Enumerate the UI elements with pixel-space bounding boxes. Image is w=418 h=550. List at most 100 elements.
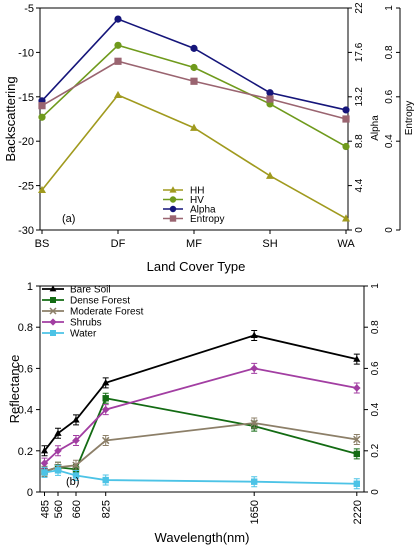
series-hh-point — [190, 123, 198, 131]
series-water-point — [54, 467, 62, 474]
series-water-line — [44, 469, 357, 485]
legend-dense-forest-label: Dense Forest — [70, 296, 130, 307]
series-hh-point — [342, 214, 350, 222]
x-tick-label: 1650 — [249, 500, 261, 524]
series-shrubs-point — [72, 436, 80, 445]
chart-b-x-ticks: 485 560 660 825 1650 2220 — [40, 492, 364, 524]
chart-a-panel-label: (a) — [62, 213, 75, 225]
legend-shrubs-label: Shrubs — [70, 318, 102, 329]
y-tick-label: 0.6 — [18, 363, 33, 375]
series-entropy-point — [266, 95, 274, 103]
series-hv-line — [41, 44, 347, 148]
series-bare-soil-point — [102, 379, 110, 386]
chart-b-left-ticks: 0 0.2 0.4 0.6 0.8 1 — [18, 281, 40, 499]
chart-b-panel-label: (b) — [66, 476, 79, 488]
legend-bare-soil-label: Bare Soil — [70, 285, 111, 296]
x-tick-label: DF — [111, 238, 126, 250]
entropy-tick-label: 0 — [384, 227, 395, 233]
chart-b-series — [40, 329, 361, 490]
series-alpha-point — [190, 44, 198, 52]
alpha-tick-label: 17.6 — [354, 42, 365, 62]
y-tick-label: 0 — [27, 487, 33, 499]
y-tick-label: -30 — [18, 225, 34, 237]
y-tick-label: 0.4 — [18, 405, 33, 417]
series-shrubs-point — [40, 459, 49, 467]
entropy-tick-label: 1 — [384, 5, 395, 11]
series-bare-soil-point — [353, 355, 361, 362]
legend-dense-forest-marker — [50, 297, 56, 303]
right-tick-label: 0.4 — [370, 402, 381, 416]
chart-b: 0 0.2 0.4 0.6 0.8 1 485 560 660 825 1650 2220 0 0.2… — [7, 281, 381, 545]
series-moderate-forest-point — [250, 419, 258, 427]
x-tick-label: 825 — [101, 500, 113, 518]
series-shrubs-point — [250, 364, 258, 373]
legend-alpha-label: Alpha — [190, 205, 216, 216]
chart-a-alpha-label: Alpha — [370, 115, 381, 141]
series-moderate-forest-point — [353, 435, 361, 444]
series-moderate-forest-point — [72, 461, 80, 469]
y-tick-label: -5 — [24, 3, 34, 15]
series-shrubs-line — [43, 367, 357, 464]
series-moderate-forest-point — [101, 436, 110, 445]
alpha-tick-label: 8.8 — [354, 134, 365, 148]
chart-a-y-label: Backscattering — [3, 76, 18, 161]
alpha-tick-label: 22 — [354, 2, 365, 14]
series-hh-point — [38, 185, 46, 194]
right-tick-label: 0 — [370, 489, 381, 495]
x-tick-label: 2220 — [352, 500, 364, 524]
series-dense-forest-point — [353, 450, 360, 458]
alpha-tick-label: 4.4 — [354, 178, 365, 192]
entropy-tick-label: 0.6 — [384, 89, 395, 103]
legend-moderate-forest-marker — [49, 307, 57, 315]
series-bare-soil-point — [250, 331, 258, 339]
x-tick-label: WA — [337, 238, 355, 250]
y-tick-label: 0.2 — [18, 446, 33, 458]
chart-a-left-ticks: -30 -25 -20 -15 -10 -5 — [18, 3, 40, 237]
series-bare-soil-line — [43, 334, 358, 452]
series-bare-soil-point — [72, 416, 80, 423]
series-hv-point — [38, 113, 46, 121]
chart-a-right-ticks: 0 4.4 8.8 13.2 17.6 22 0 0.4 0.6 0.8 1 — [348, 2, 401, 233]
series-bare-soil-point — [54, 429, 62, 436]
alpha-tick-label: 13.2 — [354, 87, 365, 107]
legend-water-label: Water — [70, 329, 97, 340]
series-dense-forest-line — [44, 397, 358, 473]
legend-hh-label: HH — [190, 186, 204, 197]
legend-moderate-forest-label: Moderate Forest — [70, 307, 144, 318]
chart-b-right-ticks: 0 0.2 0.4 0.6 0.8 1 — [364, 283, 381, 495]
right-tick-label: 0.8 — [370, 320, 381, 334]
entropy-tick-label: 0.8 — [384, 45, 395, 59]
x-tick-label: MF — [186, 238, 202, 250]
series-hh-point — [266, 171, 274, 179]
right-tick-label: 0.6 — [370, 361, 381, 375]
y-tick-label: -25 — [18, 181, 34, 193]
series-entropy-point — [114, 57, 122, 65]
series-shrubs-point — [353, 384, 361, 392]
legend-bare-soil-marker — [49, 285, 57, 292]
series-bare-soil-point — [40, 447, 49, 454]
series-water-point — [251, 478, 258, 485]
series-hv-point — [190, 63, 198, 72]
chart-a: -30 -25 -20 -15 -10 -5 BS DF MF SH WA 0 4.4 8.8 13.2… — [3, 2, 415, 274]
y-tick-label: -10 — [18, 47, 34, 59]
x-tick-label: 560 — [53, 500, 65, 518]
series-water-point — [102, 476, 109, 484]
series-dense-forest-point — [102, 395, 109, 402]
series-shrubs-point — [101, 405, 110, 414]
series-shrubs-point — [54, 447, 62, 455]
series-entropy-point — [190, 77, 198, 85]
chart-b-x-label: Wavelength(nm) — [155, 530, 250, 545]
series-entropy-point — [342, 115, 350, 123]
legend-alpha-marker — [169, 205, 177, 213]
chart-b-y-label: Reflectance — [7, 355, 22, 424]
alpha-tick-label: 0 — [354, 227, 365, 233]
legend-entropy-label: Entropy — [190, 214, 224, 225]
y-tick-label: 0.8 — [18, 322, 33, 334]
chart-a-x-ticks: BS DF MF SH WA — [35, 230, 355, 250]
series-water-point — [353, 480, 360, 487]
x-tick-label: BS — [35, 238, 50, 250]
series-alpha-point — [114, 15, 122, 23]
